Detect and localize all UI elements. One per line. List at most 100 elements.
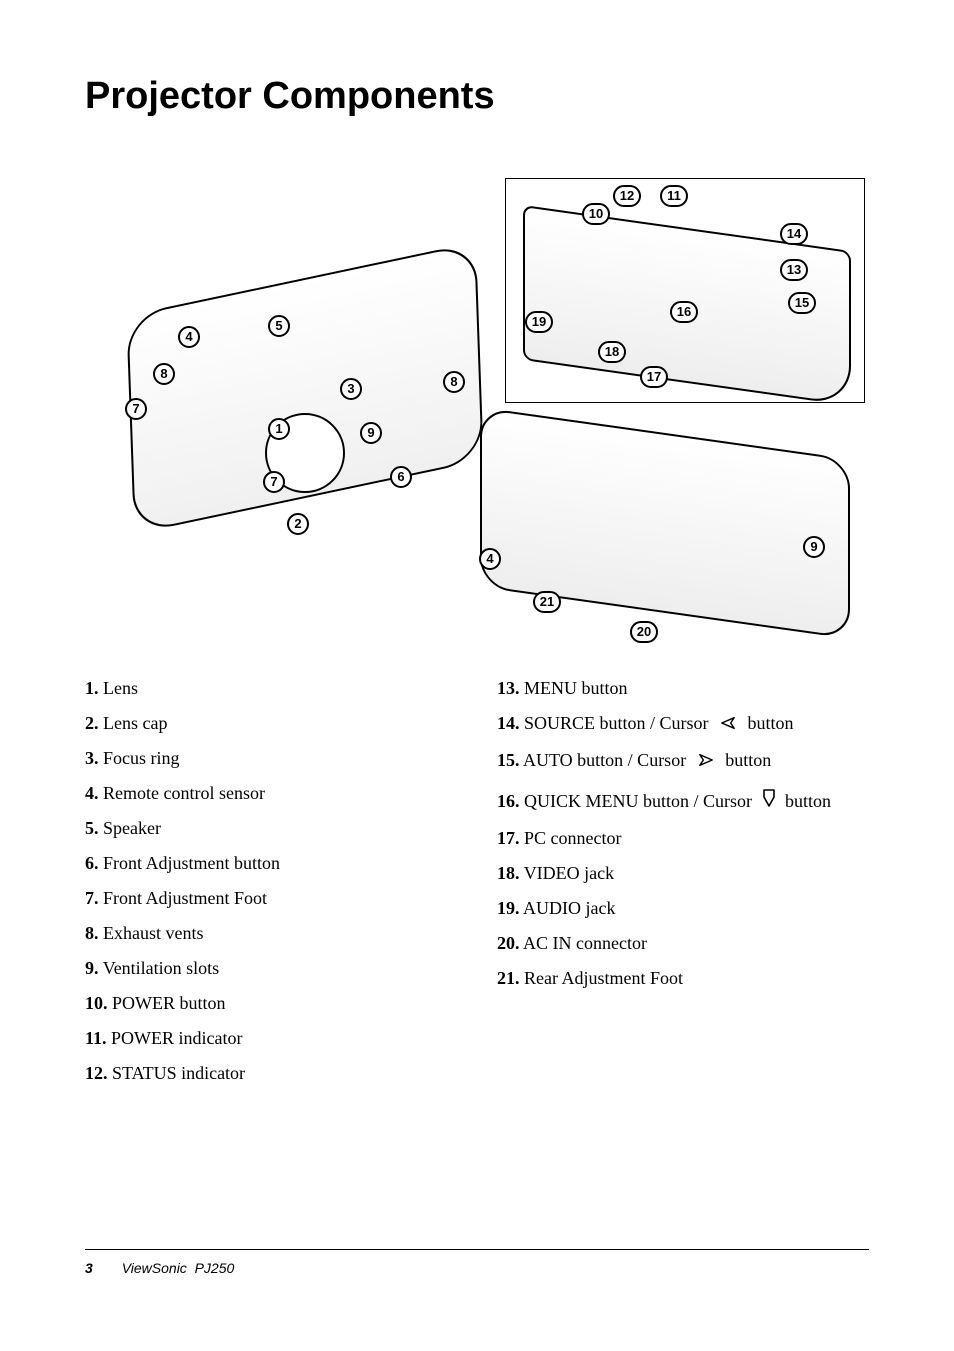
- item-number: 20.: [497, 933, 520, 953]
- callout-13: 13: [780, 259, 808, 281]
- callout-7a: 7: [125, 398, 147, 420]
- page-title: Projector Components: [85, 75, 869, 118]
- cursor-right-icon: [695, 752, 717, 773]
- item-text: Exhaust vents: [103, 923, 204, 943]
- component-diagram: 1 2 3 4 5 6 7 7 8 8 9 10 11 12 13 14 15 …: [85, 173, 869, 648]
- component-list: 1. Lens 2. Lens cap 3. Focus ring 4. Rem…: [85, 678, 869, 1098]
- item-number: 19.: [497, 898, 520, 918]
- item-number: 6.: [85, 853, 99, 873]
- component-list-left: 1. Lens 2. Lens cap 3. Focus ring 4. Rem…: [85, 678, 457, 1098]
- item-number: 3.: [85, 748, 99, 768]
- item-number: 16.: [497, 791, 520, 811]
- callout-16: 16: [670, 301, 698, 323]
- component-list-right: 13. MENU button 14. SOURCE button / Curs…: [497, 678, 869, 1098]
- list-item: 1. Lens: [85, 678, 457, 699]
- cursor-left-icon: [717, 715, 739, 736]
- list-item: 9. Ventilation slots: [85, 958, 457, 979]
- callout-21: 21: [533, 591, 561, 613]
- callout-14: 14: [780, 223, 808, 245]
- callout-20: 20: [630, 621, 658, 643]
- footer-brand: ViewSonic: [122, 1260, 187, 1276]
- item-text: MENU button: [524, 678, 628, 698]
- list-item: 19. AUDIO jack: [497, 898, 869, 919]
- item-text: Front Adjustment Foot: [103, 888, 267, 908]
- item-text: Remote control sensor: [103, 783, 265, 803]
- callout-8b: 8: [443, 371, 465, 393]
- item-text: Front Adjustment button: [103, 853, 280, 873]
- item-number: 2.: [85, 713, 99, 733]
- item-text-b: button: [743, 713, 794, 733]
- item-text: Speaker: [103, 818, 161, 838]
- item-number: 11.: [85, 1028, 107, 1048]
- list-item: 13. MENU button: [497, 678, 869, 699]
- callout-18: 18: [598, 341, 626, 363]
- item-number: 14.: [497, 713, 520, 733]
- item-number: 7.: [85, 888, 99, 908]
- list-item: 12. STATUS indicator: [85, 1063, 457, 1084]
- list-item: 14. SOURCE button / Cursor button: [497, 713, 869, 736]
- callout-10: 10: [582, 203, 610, 225]
- item-text: AC IN connector: [523, 933, 647, 953]
- item-text-b: button: [721, 750, 772, 770]
- item-number: 13.: [497, 678, 520, 698]
- item-text: STATUS indicator: [112, 1063, 245, 1083]
- callout-3: 3: [340, 378, 362, 400]
- item-number: 9.: [85, 958, 99, 978]
- callout-5: 5: [268, 315, 290, 337]
- callout-4: 4: [178, 326, 200, 348]
- item-number: 10.: [85, 993, 108, 1013]
- list-item: 18. VIDEO jack: [497, 863, 869, 884]
- list-item: 17. PC connector: [497, 828, 869, 849]
- list-item: 10. POWER button: [85, 993, 457, 1014]
- item-text-a: QUICK MENU button / Cursor: [524, 791, 757, 811]
- item-text: Rear Adjustment Foot: [524, 968, 683, 988]
- cursor-down-icon: [761, 787, 777, 814]
- list-item: 16. QUICK MENU button / Cursor button: [497, 787, 869, 814]
- list-item: 6. Front Adjustment button: [85, 853, 457, 874]
- item-number: 18.: [497, 863, 520, 883]
- list-item: 7. Front Adjustment Foot: [85, 888, 457, 909]
- item-text-a: AUTO button / Cursor: [523, 750, 691, 770]
- callout-15: 15: [788, 292, 816, 314]
- item-text-a: SOURCE button / Cursor: [524, 713, 713, 733]
- footer-rule: [85, 1249, 869, 1250]
- list-item: 5. Speaker: [85, 818, 457, 839]
- callout-9a: 9: [360, 422, 382, 444]
- item-number: 1.: [85, 678, 99, 698]
- page-footer: 3 ViewSonic PJ250: [85, 1249, 869, 1276]
- item-text: Lens cap: [103, 713, 167, 733]
- item-number: 17.: [497, 828, 520, 848]
- item-text: Ventilation slots: [103, 958, 220, 978]
- callout-6: 6: [390, 466, 412, 488]
- item-text: Lens: [103, 678, 138, 698]
- footer-text: 3 ViewSonic PJ250: [85, 1260, 869, 1276]
- item-text: PC connector: [524, 828, 621, 848]
- item-number: 4.: [85, 783, 99, 803]
- callout-4b: 4: [479, 548, 501, 570]
- list-item: 2. Lens cap: [85, 713, 457, 734]
- callout-11: 11: [660, 185, 688, 207]
- list-item: 15. AUTO button / Cursor button: [497, 750, 869, 773]
- page-number: 3: [85, 1260, 93, 1276]
- list-item: 8. Exhaust vents: [85, 923, 457, 944]
- callout-8a: 8: [153, 363, 175, 385]
- item-text: POWER button: [112, 993, 226, 1013]
- item-number: 12.: [85, 1063, 108, 1083]
- item-text-b: button: [781, 791, 832, 811]
- list-item: 20. AC IN connector: [497, 933, 869, 954]
- callout-17: 17: [640, 366, 668, 388]
- list-item: 11. POWER indicator: [85, 1028, 457, 1049]
- item-number: 21.: [497, 968, 520, 988]
- item-text: AUDIO jack: [523, 898, 615, 918]
- item-number: 15.: [497, 750, 520, 770]
- callout-2: 2: [287, 513, 309, 535]
- list-item: 21. Rear Adjustment Foot: [497, 968, 869, 989]
- item-text: Focus ring: [103, 748, 180, 768]
- item-text: POWER indicator: [111, 1028, 242, 1048]
- item-text: VIDEO jack: [524, 863, 614, 883]
- list-item: 4. Remote control sensor: [85, 783, 457, 804]
- list-item: 3. Focus ring: [85, 748, 457, 769]
- callout-12: 12: [613, 185, 641, 207]
- item-number: 5.: [85, 818, 99, 838]
- item-number: 8.: [85, 923, 99, 943]
